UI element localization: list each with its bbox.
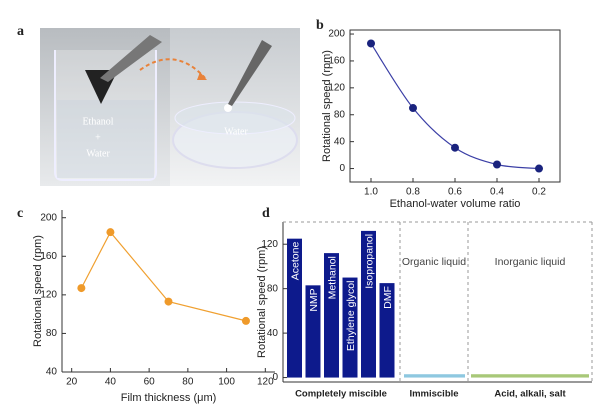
arrow-head	[197, 72, 207, 80]
y-tick-label: 0	[339, 163, 345, 174]
group-label: Completely miscible	[295, 389, 387, 400]
y-tick-label: 120	[40, 289, 57, 300]
y-tick-label: 200	[40, 212, 57, 223]
data-point	[535, 164, 543, 173]
x-tick-label: 0.2	[532, 187, 546, 198]
bar-label: Isopropanol	[363, 234, 375, 289]
bar	[471, 374, 589, 378]
data-line	[80, 231, 247, 322]
photo: Ethanol + Water Water	[40, 28, 300, 186]
y-tick-label: 40	[334, 136, 346, 147]
bar-label: DMF	[382, 286, 394, 309]
data-point	[409, 104, 417, 113]
bar	[404, 374, 465, 378]
y-tick-label: 160	[40, 251, 57, 262]
y-tick-label: 0	[272, 372, 278, 383]
panel-label: d	[262, 206, 270, 221]
photo-left	[40, 28, 170, 186]
region-label: Organic liquid	[402, 256, 466, 268]
data-point	[241, 316, 250, 325]
x-tick-label: 80	[182, 377, 194, 388]
x-tick-label: 60	[144, 377, 156, 388]
bar	[342, 277, 358, 378]
x-tick-label: 120	[257, 377, 274, 388]
y-axis-title: Rotational speed (rpm)	[32, 235, 44, 347]
bar	[287, 238, 302, 378]
arrow	[139, 58, 206, 79]
x-tick-label: 40	[105, 377, 117, 388]
data-point	[451, 143, 459, 152]
tweezers	[100, 35, 162, 82]
y-tick-label: 200	[328, 29, 345, 40]
x-tick-label: 1.0	[364, 187, 378, 198]
film-small	[224, 104, 232, 112]
x-tick-label: 0.6	[448, 187, 462, 198]
dish-rim	[174, 101, 296, 135]
y-tick-label: 80	[267, 283, 279, 294]
bar-label: Methanol	[326, 256, 338, 299]
beaker	[54, 50, 157, 181]
bar	[324, 253, 339, 378]
group-label: Acid, alkali, salt	[494, 389, 566, 400]
bar-label: Ethylene glycol	[345, 281, 357, 352]
y-axis-title: Rotational speed (rpm)	[321, 50, 333, 162]
photo-label: Water	[224, 126, 248, 137]
y-tick-label: 120	[261, 239, 278, 250]
photo-label: Water	[86, 148, 110, 159]
y-tick-label: 40	[267, 328, 279, 339]
data-point	[106, 228, 115, 237]
y-tick-label: 80	[46, 328, 58, 339]
x-tick-label: 0.8	[406, 187, 420, 198]
data-point	[367, 39, 375, 48]
x-tick-label: 0.4	[490, 187, 504, 198]
y-tick-label: 40	[46, 367, 58, 378]
plot-frame	[349, 29, 561, 183]
y-tick-label: 160	[328, 56, 345, 67]
tweezers	[228, 40, 272, 106]
data-point	[77, 284, 86, 293]
y-tick-label: 120	[328, 82, 345, 93]
x-axis-title: Ethanol-water volume ratio	[390, 198, 521, 210]
photo-label: Ethanol	[82, 116, 113, 127]
bar	[361, 230, 376, 378]
bar-label: Acetone	[289, 242, 301, 281]
data-point	[493, 160, 501, 169]
y-axis-title: Rotational speed (rpm)	[256, 246, 268, 358]
panel-label: b	[316, 18, 324, 33]
liquid	[57, 100, 154, 178]
data-point	[164, 297, 173, 306]
panel-label: c	[17, 206, 23, 221]
region-label: Inorganic liquid	[495, 256, 566, 268]
x-axis-title: Film thickness (μm)	[121, 392, 217, 404]
x-tick-label: 20	[66, 377, 78, 388]
bar	[305, 285, 321, 378]
x-tick-label: 100	[218, 377, 235, 388]
y-tick-label: 80	[334, 109, 346, 120]
photo-label: +	[95, 132, 101, 143]
group-label: Immiscible	[409, 389, 458, 400]
bar	[379, 283, 395, 378]
panel-label: a	[17, 24, 24, 39]
bar-label: NMP	[308, 288, 320, 311]
